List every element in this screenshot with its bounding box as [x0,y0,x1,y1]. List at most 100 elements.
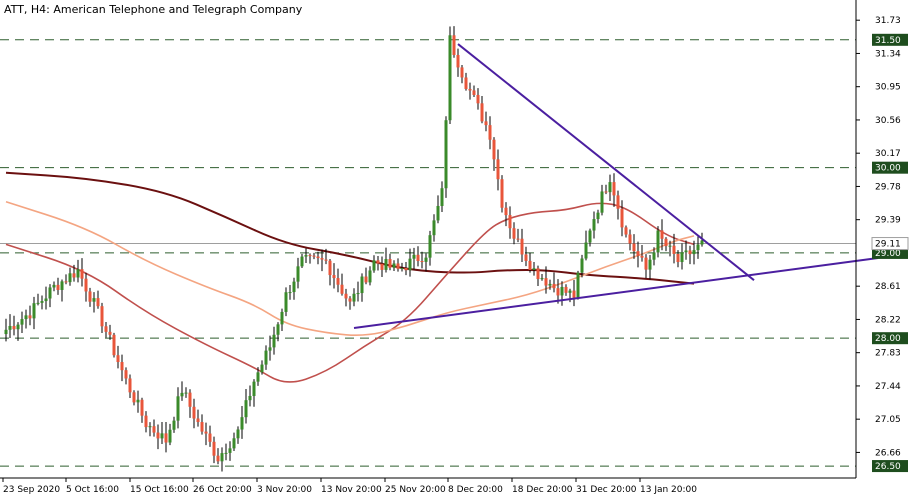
candle-body [644,257,648,270]
candle-body [188,392,192,407]
candle [636,241,640,268]
candle [576,270,580,300]
candle-body [532,268,536,270]
candle [184,387,188,398]
candle-body [240,417,244,430]
candle [220,447,224,472]
candle-body [564,286,568,293]
y-tick-label: 31.73 [875,16,901,26]
candle-body [68,273,72,283]
candle [280,308,284,331]
candle [396,258,400,272]
candle [180,381,184,401]
candle-body [124,370,128,379]
level-tag-label: 28.00 [875,334,901,344]
candle [384,247,388,273]
candle [380,256,384,278]
candle-body [48,287,52,299]
candle [556,279,560,304]
candle-body [348,298,352,302]
level-tag: 28.00 [872,332,908,345]
trendline-lower [353,257,879,329]
candle [420,251,424,269]
candle-body [212,441,216,456]
candle [604,184,608,195]
candle-body [560,286,564,296]
candle [628,229,632,251]
candle-body [400,267,404,269]
candle [344,288,348,307]
x-tick-label: 8 Dec 20:00 [448,485,503,495]
level-tag-label: 26.50 [875,462,901,472]
candle-body [292,281,296,293]
candle-body [440,188,444,206]
candle-body [208,433,212,442]
candle-body [624,227,628,235]
candle [684,240,688,260]
candle [488,116,492,150]
x-tick-label: 18 Dec 20:00 [512,485,573,495]
candle [148,422,152,437]
candle-body [676,253,680,263]
candle [124,367,128,385]
candle [284,287,288,317]
candle-body [636,251,640,256]
candle [548,279,552,290]
candle-body [140,399,144,416]
candle-body [200,422,204,432]
candle [212,436,216,464]
candle-body [64,281,68,283]
candle-body [164,433,168,443]
candle-body [428,235,432,258]
candle [356,281,360,302]
candle-body [224,452,228,454]
candle [88,287,92,307]
candle-body [540,278,544,280]
candle-body [356,293,360,295]
level-tag: 30.00 [872,161,908,174]
x-tick-label: 23 Sep 2020 [3,485,60,495]
candle [52,281,56,292]
candle-body [380,263,384,270]
candle [460,65,464,84]
candle-body [616,195,620,209]
level-tag-label: 30.00 [875,164,901,174]
candle-body [384,259,388,270]
current-price-tag-label: 29.11 [875,240,901,250]
candle-body [664,238,668,247]
candle [312,252,316,260]
level-tag-background [872,246,908,259]
y-tick-label: 28.61 [875,282,901,292]
candle [140,397,144,423]
candle [680,243,684,270]
candle [296,257,300,289]
candle-body [336,278,340,285]
candle-body [280,311,284,325]
candle-body [608,182,612,193]
candle-body [700,240,704,245]
candle-body [244,400,248,418]
candle [244,389,248,424]
candle [72,264,76,282]
candle-body [196,418,200,423]
level-tag-background [872,460,908,473]
candle-body [388,259,392,268]
candle [552,272,556,293]
candle-body [340,284,344,294]
candle-body [504,207,508,216]
candle [364,267,368,285]
candle-body [260,364,264,373]
candle [504,202,508,227]
candle [300,253,304,269]
candle-body [476,94,480,104]
candle [412,247,416,270]
level-tags: 31.50 30.00 29.00 28.00 26.50 29.11 [871,33,909,473]
candle-body [300,256,304,267]
candle [640,244,644,262]
candle [128,374,132,399]
candle-body [372,260,376,271]
candle [236,426,240,444]
candle-body [632,243,636,252]
candle [416,246,420,267]
